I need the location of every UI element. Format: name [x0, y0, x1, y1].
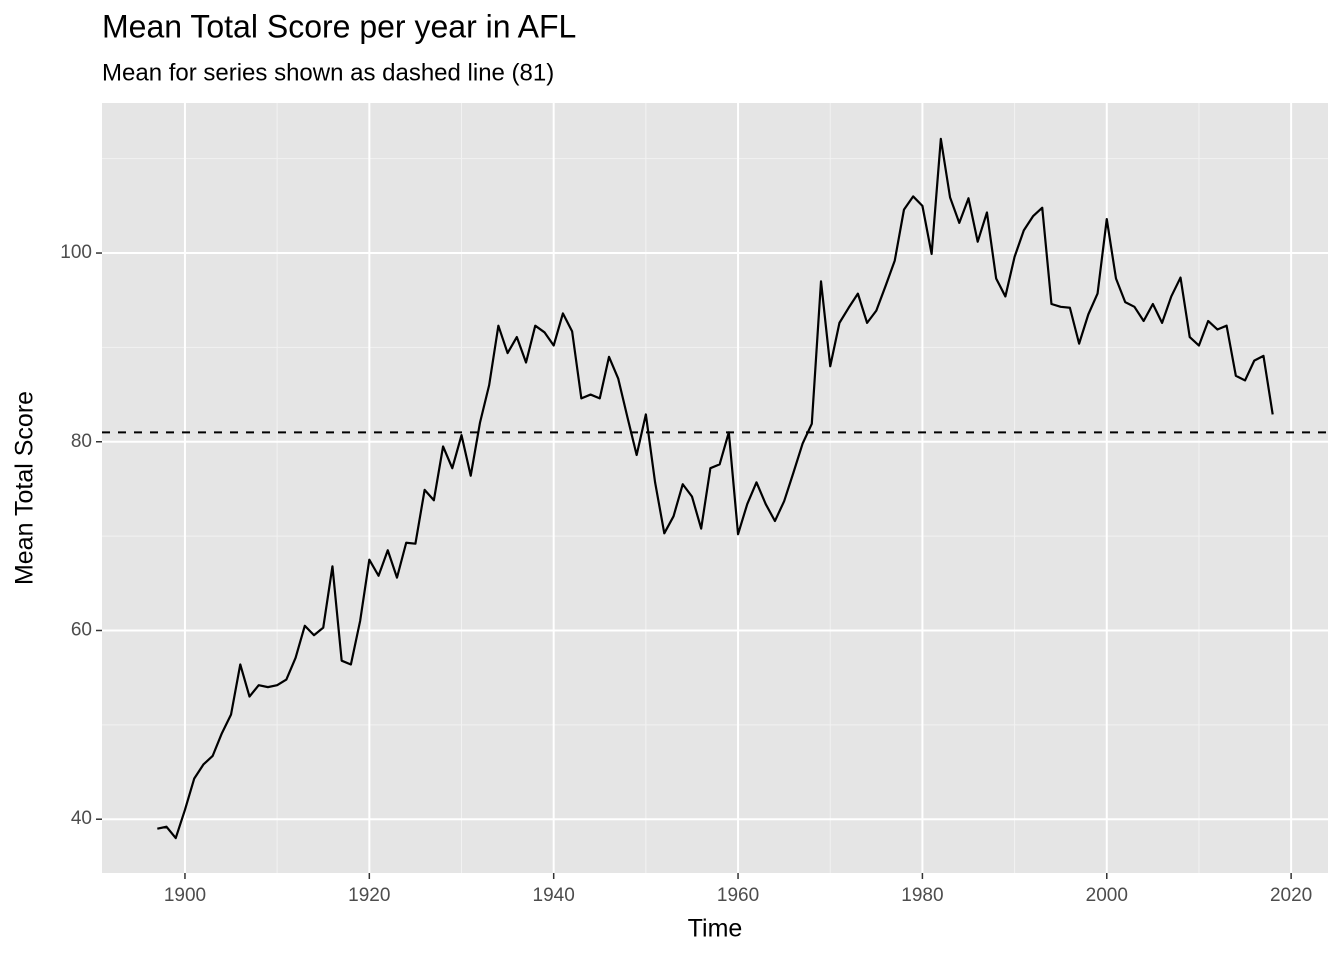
chart-title: Mean Total Score per year in AFL [102, 8, 576, 44]
y-tick-label: 80 [71, 431, 92, 452]
y-tick-label: 40 [71, 808, 92, 829]
x-tick-label: 1960 [717, 885, 759, 906]
y-axis-title: Mean Total Score [11, 391, 39, 585]
x-tick-label: 1940 [533, 885, 575, 906]
chart-subtitle: Mean for series shown as dashed line (81… [102, 59, 554, 86]
x-tick-label: 2020 [1270, 885, 1312, 906]
data-line [157, 137, 1274, 840]
x-tick-label: 1920 [348, 885, 390, 906]
y-tick-label: 100 [60, 242, 92, 263]
x-tick-label: 2000 [1086, 885, 1128, 906]
x-axis-title: Time [688, 915, 743, 943]
y-tick-label: 60 [71, 620, 92, 641]
panel [102, 103, 1328, 873]
x-tick-label: 1900 [164, 885, 206, 906]
x-tick-label: 1980 [901, 885, 943, 906]
